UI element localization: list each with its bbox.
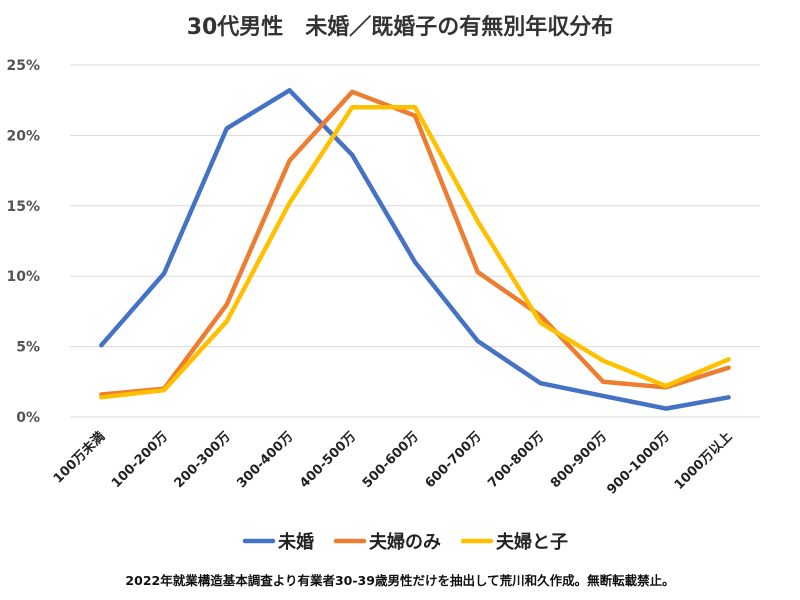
series-line-3 (99, 104, 731, 400)
series-line-1 (99, 88, 731, 411)
x-tick-label: 100万未満 (50, 429, 108, 487)
y-tick-label: 25% (6, 58, 40, 74)
x-tick-label: 800-900万 (548, 429, 610, 491)
series-lines (99, 88, 731, 411)
y-tick-label: 20% (6, 128, 40, 144)
x-tick-label: 900-1000万 (604, 429, 672, 497)
y-axis: 0% 5% 10% 15% 20% 25% (6, 58, 40, 426)
y-tick-label: 15% (6, 199, 40, 215)
series-line-2 (99, 89, 731, 397)
x-tick-label: 1000万以上 (672, 429, 736, 493)
x-tick-label: 400-500万 (297, 429, 359, 491)
footer-note: 2022年就業構造基本調査より有業者30-39歳男性だけを抽出して荒川和久作成。… (125, 573, 675, 588)
x-tick-label: 100-200万 (109, 429, 171, 491)
x-tick-label: 500-600万 (360, 429, 422, 491)
x-tick-label: 300-400万 (234, 429, 296, 491)
legend-label: 夫婦のみ (369, 531, 441, 553)
y-tick-label: 5% (16, 340, 40, 356)
legend: 未婚 夫婦のみ 夫婦と子 (242, 531, 568, 553)
chart-title: 30代男性 未婚／既婚子の有無別年収分布 (187, 14, 614, 40)
y-tick-label: 10% (6, 269, 40, 285)
x-tick-label: 200-300万 (172, 429, 234, 491)
x-tick-label: 700-800万 (485, 429, 547, 491)
y-tick-label: 0% (16, 410, 40, 426)
legend-label: 未婚 (278, 531, 314, 553)
x-axis: 100万未満 100-200万 200-300万 300-400万 400-500万 50… (50, 429, 735, 498)
x-tick-label: 600-700万 (423, 429, 485, 491)
gridlines (70, 64, 760, 418)
legend-label: 夫婦と子 (496, 531, 568, 553)
